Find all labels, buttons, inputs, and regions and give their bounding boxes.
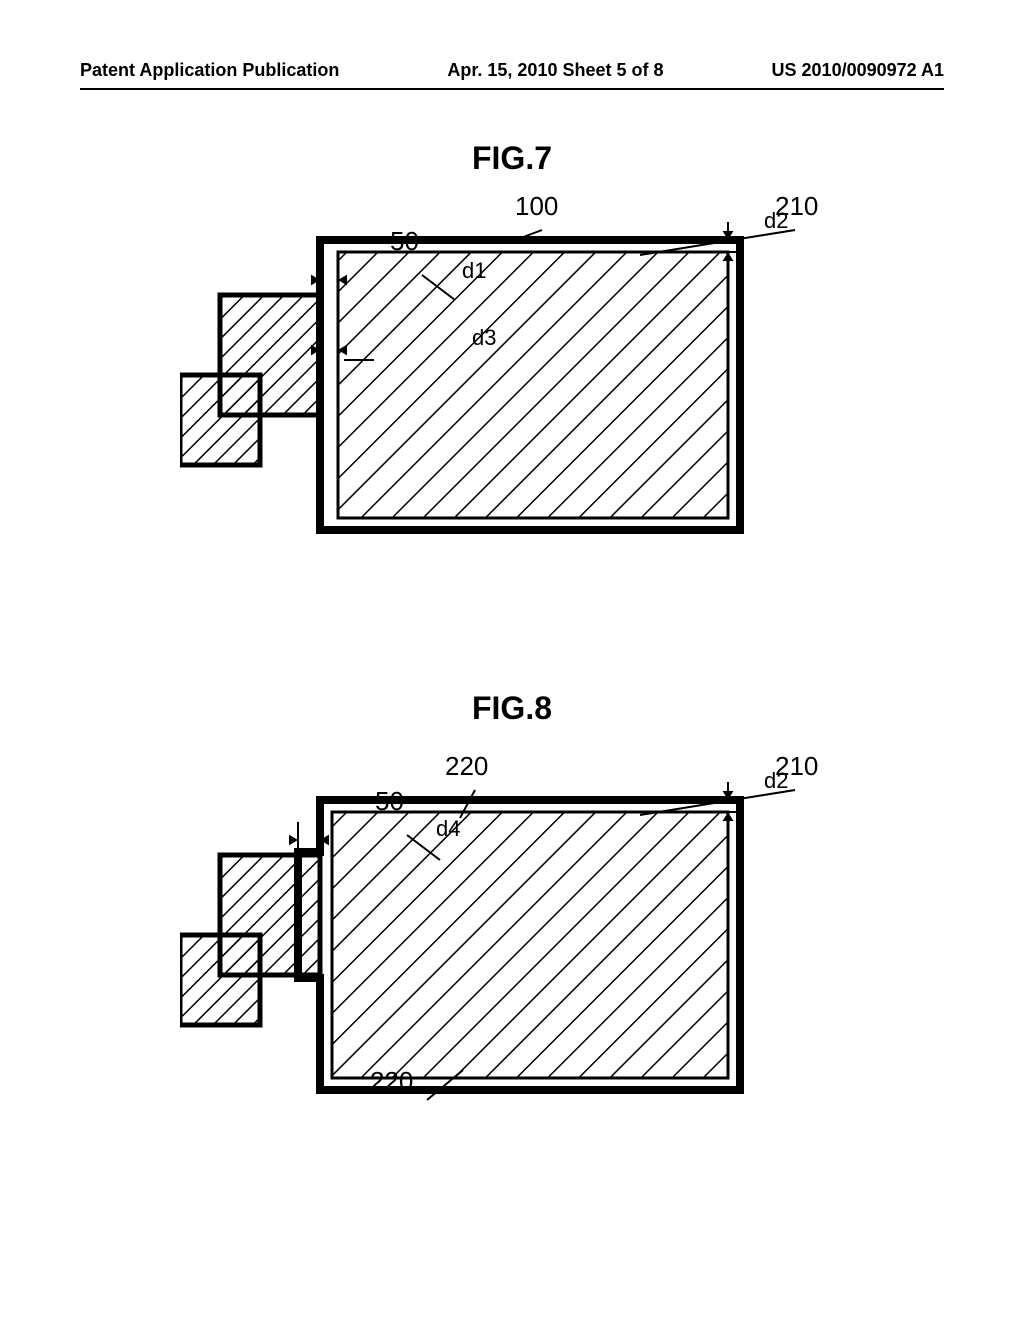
dimension-label: d2	[764, 208, 788, 234]
figure-8-title: FIG.8	[0, 690, 1024, 727]
header-left: Patent Application Publication	[80, 60, 339, 81]
header-center: Apr. 15, 2010 Sheet 5 of 8	[447, 60, 663, 81]
ref-label: 220	[370, 1066, 413, 1097]
ref-label: 100	[515, 191, 558, 222]
figure-7-diagram	[180, 200, 840, 580]
figure-8-diagram	[180, 760, 840, 1150]
figure-7-title: FIG.7	[0, 140, 1024, 177]
publication-header: Patent Application Publication Apr. 15, …	[0, 60, 1024, 81]
ref-label: 220	[445, 751, 488, 782]
dimension-label: d4	[436, 816, 460, 842]
header-rule	[80, 88, 944, 90]
header-right: US 2010/0090972 A1	[772, 60, 944, 81]
dimension-label: d1	[462, 258, 486, 284]
dimension-label: d2	[764, 768, 788, 794]
ref-label: 50	[375, 786, 404, 817]
ref-label: 50	[390, 226, 419, 257]
dimension-label: d3	[472, 325, 496, 351]
